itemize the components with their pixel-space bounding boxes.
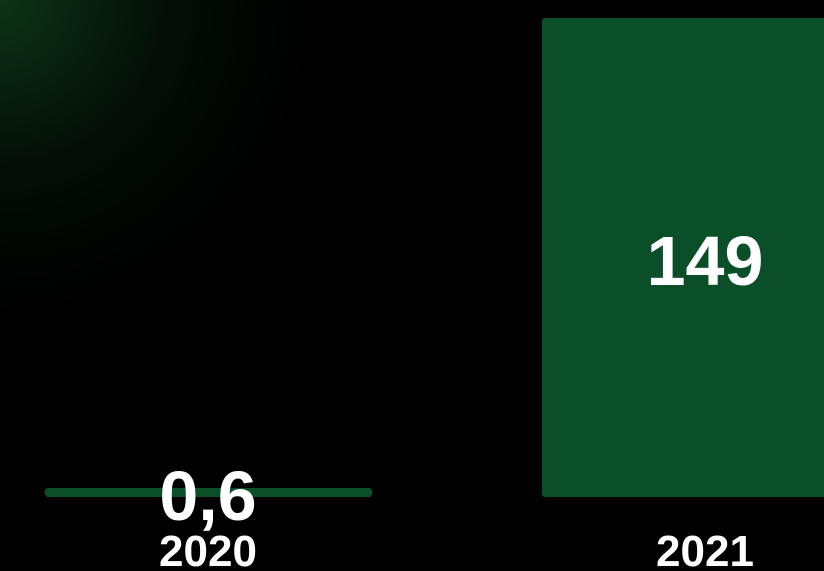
bar-2021 xyxy=(542,18,824,497)
category-label-2021: 2021 xyxy=(656,527,754,571)
value-label-2021: 149 xyxy=(647,222,764,300)
category-label-2020: 2020 xyxy=(159,527,257,571)
value-label-2020: 0,6 xyxy=(159,457,256,535)
bar-2020 xyxy=(45,488,372,497)
